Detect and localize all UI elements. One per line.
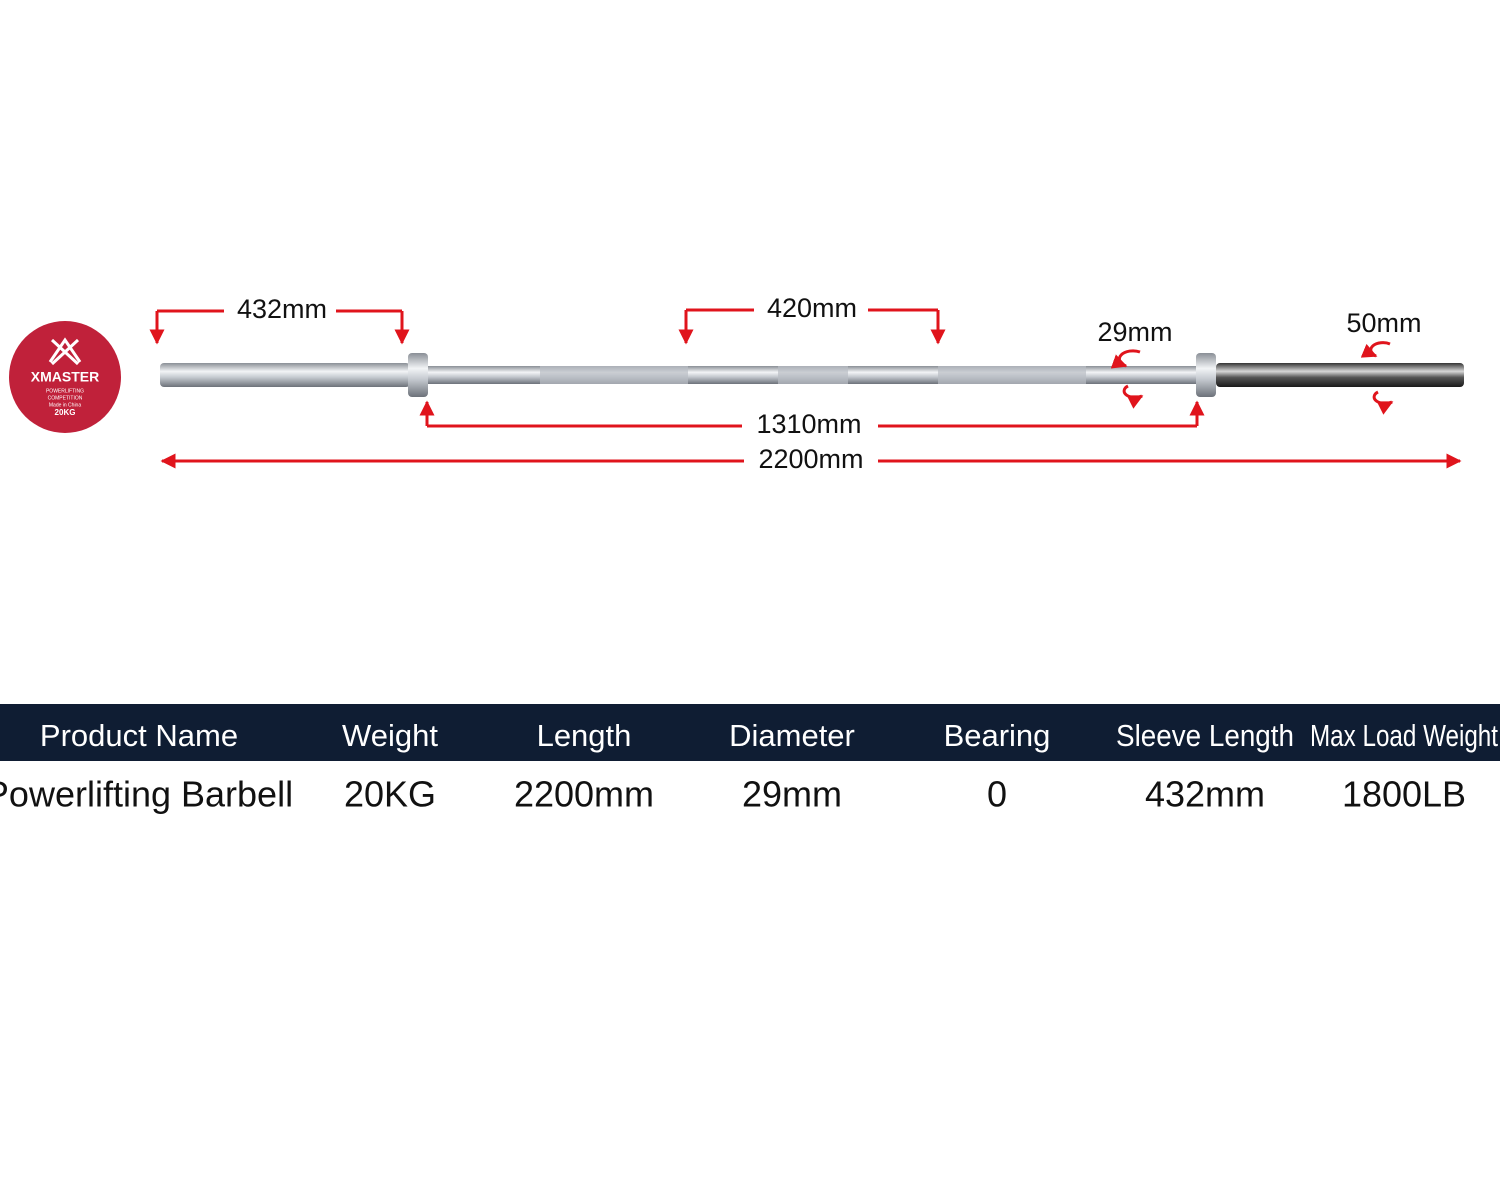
table-header-cell: Length — [537, 718, 632, 753]
dim-label: 1310mm — [756, 409, 861, 439]
table-cell: 20KG — [344, 774, 436, 815]
logo-brand: XMASTER — [31, 369, 99, 385]
table-header-cell: Diameter — [729, 718, 855, 753]
barbell — [160, 353, 1464, 397]
right-collar — [1196, 353, 1216, 397]
rotate-arrow — [1360, 341, 1391, 358]
logo: XMASTER POWERLIFTING COMPETITION Made in… — [9, 321, 121, 433]
rotate-arrow — [1122, 384, 1144, 409]
logo-line: POWERLIFTING — [46, 388, 84, 394]
table-cell: 29mm — [742, 774, 842, 815]
table-cell: Powerlifting Barbell — [0, 774, 293, 815]
dim-label: 2200mm — [758, 444, 863, 474]
rotate-arrow — [1110, 349, 1141, 369]
dim-label: 420mm — [767, 293, 857, 323]
rotate-arrow — [1372, 390, 1394, 415]
dimensions: 432mm 420mm 29mm 50mm 1310mm 2200mm — [149, 293, 1462, 474]
right-sleeve — [1216, 363, 1464, 387]
table: Product Name Weight Length Diameter Bearing S… — [0, 718, 1498, 814]
table-header-bg — [0, 704, 1500, 761]
knurl — [540, 366, 688, 384]
table-cell: 2200mm — [514, 774, 654, 815]
table-header-cell: Bearing — [944, 718, 1051, 753]
left-collar — [408, 353, 428, 397]
logo-icon — [48, 337, 82, 366]
table-header-cell: Product Name — [40, 718, 238, 753]
left-sleeve — [160, 363, 410, 387]
table-header-cell: Weight — [342, 718, 438, 753]
table-cell: 432mm — [1145, 774, 1265, 815]
dim-label: 50mm — [1346, 308, 1421, 338]
logo-line: Made in China — [49, 402, 81, 408]
dim-label: 432mm — [237, 294, 327, 324]
logo-circle — [9, 321, 121, 433]
table-header-cell: Sleeve Length — [1116, 718, 1294, 753]
table-cell: 1800LB — [1342, 774, 1466, 815]
knurl — [938, 366, 1086, 384]
table-cell: 0 — [987, 774, 1007, 815]
dim-label: 29mm — [1097, 317, 1172, 347]
knurl — [778, 366, 848, 384]
logo-line: 20KG — [55, 408, 76, 417]
logo-line: COMPETITION — [48, 395, 83, 401]
table-header-cell: Max Load Weight — [1310, 718, 1498, 753]
